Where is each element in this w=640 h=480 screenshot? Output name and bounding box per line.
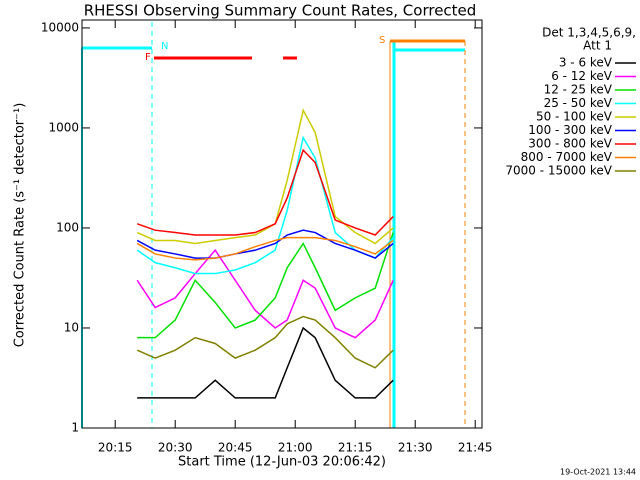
series-line <box>136 315 394 369</box>
legend-label: 300 - 800 keV <box>528 137 612 151</box>
flag-label: N <box>161 41 168 52</box>
legend-label: 6 - 12 keV <box>551 69 613 83</box>
y-tick-label: 10000 <box>41 20 79 34</box>
y-tick-label: 1000 <box>48 120 79 134</box>
legend-title: Det 1,3,4,5,6,9, <box>542 26 636 40</box>
series-line <box>136 236 394 261</box>
x-tick-label: 21:30 <box>398 441 433 455</box>
plot-frame <box>81 19 483 429</box>
x-axis-label: Start Time (12-Jun-03 20:06:42) <box>178 455 386 470</box>
legend-label: 50 - 100 keV <box>536 110 613 124</box>
legend-title: Att 1 <box>583 39 612 53</box>
x-tick-label: 20:45 <box>218 441 253 455</box>
x-tick-label: 20:30 <box>158 441 193 455</box>
y-tick-label: 10 <box>64 320 79 334</box>
chart-title: RHESSI Observing Summary Count Rates, Co… <box>84 2 477 20</box>
x-tick-label: 21:45 <box>458 441 493 455</box>
legend-label: 7000 - 15000 keV <box>505 164 612 178</box>
x-tick-label: 21:00 <box>278 441 313 455</box>
y-tick-label: 100 <box>56 220 79 234</box>
series-line <box>137 326 394 399</box>
y-axis-label: Corrected Count Rate (s⁻¹ detector⁻¹) <box>13 103 28 348</box>
timestamp: 19-Oct-2021 13:44 <box>560 468 636 477</box>
series-line <box>136 148 394 236</box>
series-line <box>137 232 394 339</box>
flag-label: S <box>379 35 385 46</box>
y-tick-label: 1 <box>71 421 79 435</box>
legend-label: 3 - 6 keV <box>559 56 613 70</box>
legend-label: 25 - 50 keV <box>544 96 613 110</box>
legend-label: 100 - 300 keV <box>528 123 612 137</box>
series-line <box>136 135 394 275</box>
legend-label: 12 - 25 keV <box>544 83 613 97</box>
legend-label: 800 - 7000 keV <box>521 150 613 164</box>
series-line <box>136 229 394 259</box>
x-tick-label: 21:15 <box>338 441 373 455</box>
flag-label: F <box>145 52 151 63</box>
x-tick-label: 20:15 <box>98 441 133 455</box>
series-line <box>136 108 394 245</box>
series-line <box>136 248 394 339</box>
